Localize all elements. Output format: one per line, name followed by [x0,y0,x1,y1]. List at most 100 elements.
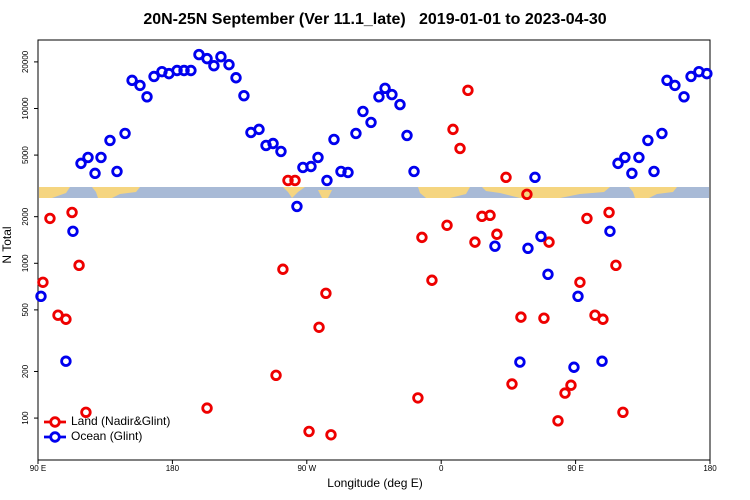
map-land [318,190,332,198]
y-tick-label: 20000 [21,50,30,73]
marker [335,165,347,178]
map-land [418,187,470,198]
marker [462,84,474,97]
marker [305,160,317,173]
marker [543,236,555,248]
marker [617,406,629,418]
marker [66,206,78,219]
marker [60,355,72,367]
marker [148,70,160,83]
marker [37,276,49,288]
marker [597,313,609,325]
marker [604,225,616,237]
chart-title: 20N-25N September (Ver 11.1_late) 2019-0… [143,11,606,28]
marker [572,290,584,302]
marker [303,425,315,438]
marker [253,123,265,136]
marker [469,236,481,248]
x-axis-label: Longitude (deg E) [327,476,422,490]
legend-marker [49,416,61,428]
y-tick-label: 10000 [21,97,30,120]
marker [95,151,107,164]
marker [238,89,250,102]
marker [559,387,571,399]
marker [215,51,227,63]
marker [171,64,183,77]
marker [661,74,673,87]
x-tick-label: 0 [439,464,444,473]
marker [267,137,279,150]
marker [581,212,593,225]
marker [342,166,354,179]
marker [75,157,87,170]
marker [134,79,146,92]
marker [568,361,580,373]
marker [282,174,294,187]
marker [223,58,235,71]
marker [328,133,340,146]
marker [447,123,459,136]
x-tick-label: 90 E [567,464,583,473]
legend-label: Land (Nadir&Glint) [71,414,170,428]
marker [529,171,541,184]
marker [44,212,56,225]
marker [426,274,438,286]
marker [412,392,424,404]
marker [35,290,47,302]
legend-label: Ocean (Glint) [71,429,142,443]
marker [401,129,413,142]
x-tick-label: 90 E [30,464,46,473]
marker [603,206,615,219]
marker [514,356,526,368]
marker [610,259,622,272]
marker [441,219,453,231]
marker [111,165,123,178]
marker [291,200,303,213]
y-tick-label: 1000 [21,254,30,272]
marker [500,171,512,184]
marker [357,105,369,118]
x-tick-label: 180 [166,464,180,473]
marker [277,263,289,275]
marker [633,151,645,164]
marker [141,91,153,103]
y-tick-label: 5000 [21,146,30,164]
marker [491,228,503,240]
marker [416,231,428,244]
marker [454,142,466,155]
marker [230,72,242,84]
marker [685,70,697,83]
marker [178,64,190,77]
map-land [283,187,305,198]
map-land [39,187,70,198]
marker [80,406,92,418]
marker [201,402,213,414]
map-land [92,187,140,198]
marker [312,151,324,164]
marker [313,321,325,333]
marker [538,312,550,324]
marker [325,429,337,441]
marker [535,230,547,243]
marker [542,268,554,280]
marker [596,355,608,367]
x-tick-label: 180 [703,464,717,473]
plot-frame [37,39,711,461]
marker [321,174,333,187]
y-tick-label: 500 [21,303,30,317]
marker [701,67,713,80]
marker [104,134,116,147]
marker [208,59,220,72]
marker [408,165,420,178]
marker [185,64,197,77]
marker [350,127,362,140]
y-axis-label: N Total [0,226,14,263]
map-land [482,187,610,198]
marker [522,242,534,254]
marker [612,157,624,170]
marker [67,225,79,237]
marker [626,167,638,180]
legend-marker [49,431,61,443]
marker [656,127,668,140]
